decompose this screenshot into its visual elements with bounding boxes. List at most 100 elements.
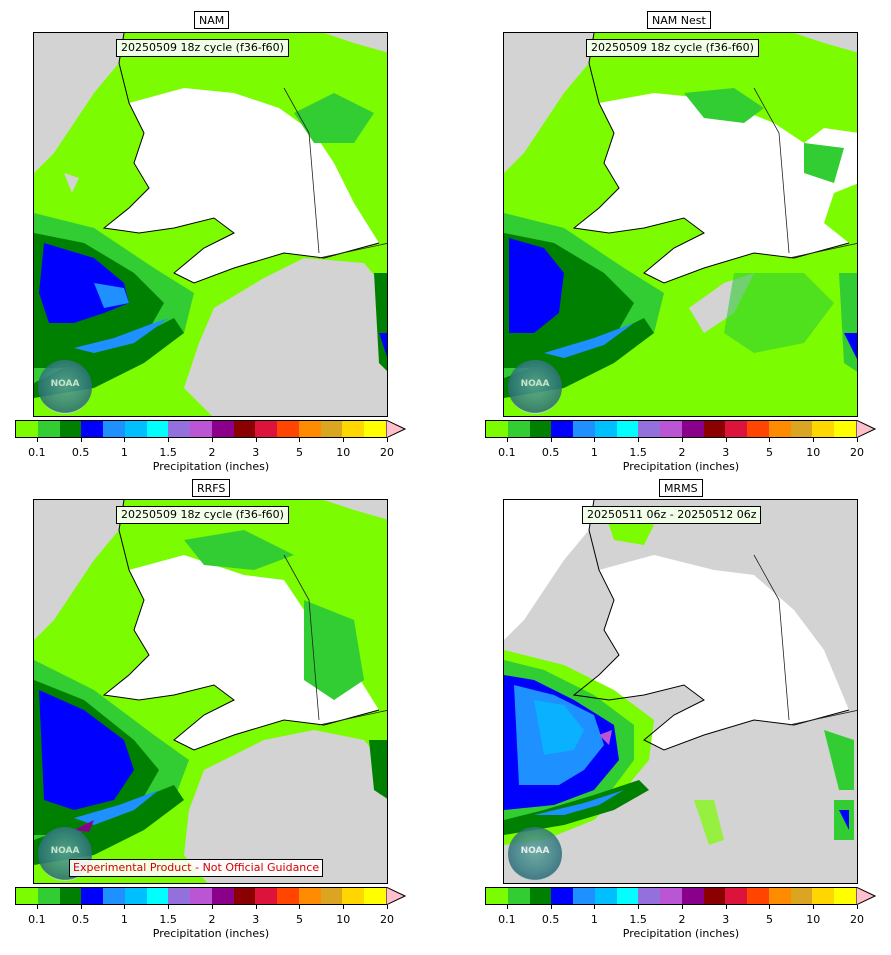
- colorbar-segment: [486, 421, 508, 437]
- precip-map: 20250509 18z cycle (f36-f60) NOAA: [33, 32, 388, 417]
- colorbar-label: Precipitation (inches): [622, 927, 740, 940]
- colorbar-tick: [638, 905, 640, 909]
- panel-title: NAM Nest: [647, 11, 711, 29]
- colorbar-bar: [485, 887, 857, 905]
- colorbar-segment: [660, 888, 682, 904]
- precip-map: 20250509 18z cycle (f36-f60) NOAA Experi…: [33, 499, 388, 884]
- colorbar-segment: [81, 421, 104, 437]
- colorbar: Precipitation (inches) 0.1 0.5 1 1.5 2 3 5 10 20: [15, 887, 407, 940]
- colorbar-tick-label: 1: [590, 446, 598, 459]
- colorbar-segment: [725, 421, 748, 437]
- colorbar-tick-label: 20: [380, 913, 394, 926]
- colorbar-tick: [769, 905, 771, 909]
- colorbar-tick-label: 10: [336, 446, 351, 459]
- colorbar-bar: [15, 887, 387, 905]
- colorbar-tick: [299, 905, 301, 909]
- colorbar-segment: [616, 421, 639, 437]
- colorbar-segment: [812, 421, 835, 437]
- colorbar-tick-label: 0.1: [28, 913, 46, 926]
- colorbar-segment: [146, 421, 169, 437]
- colorbar-tick-label: 2: [678, 446, 686, 459]
- colorbar-tick-label: 10: [806, 913, 821, 926]
- colorbar: Precipitation (inches) 0.1 0.5 1 1.5 2 3 5 10 20: [485, 420, 877, 473]
- colorbar-tick: [681, 905, 683, 909]
- colorbar-segment: [16, 888, 38, 904]
- colorbar-segment: [364, 888, 387, 904]
- colorbar-segment: [103, 421, 125, 437]
- colorbar-segment: [298, 888, 321, 904]
- colorbar-segment: [834, 421, 857, 437]
- colorbar-tick: [299, 438, 301, 442]
- map-graphic: [34, 500, 387, 883]
- colorbar-tick-label: 0.5: [71, 913, 90, 926]
- colorbar-segment: [790, 421, 813, 437]
- colorbar-bar: [15, 420, 387, 438]
- colorbar-tick: [124, 438, 126, 442]
- noaa-logo: NOAA: [38, 360, 92, 414]
- colorbar-tick-label: 1: [120, 913, 128, 926]
- colorbar-segment: [768, 888, 791, 904]
- colorbar-segment: [233, 888, 256, 904]
- colorbar-tick: [80, 438, 82, 442]
- colorbar-tick-label: 10: [336, 913, 351, 926]
- colorbar-tick-label: 0.5: [541, 913, 560, 926]
- colorbar-segment: [342, 421, 365, 437]
- colorbar-segment: [551, 421, 574, 437]
- colorbar-label: Precipitation (inches): [152, 927, 270, 940]
- colorbar-segment: [364, 421, 387, 437]
- colorbar-tick-label: 2: [678, 913, 686, 926]
- colorbar-tick-label: 0.1: [28, 446, 46, 459]
- colorbar-segment: [37, 421, 60, 437]
- colorbar-segment: [190, 888, 212, 904]
- colorbar-segment: [146, 888, 169, 904]
- colorbar-tick: [124, 905, 126, 909]
- colorbar-segment: [551, 888, 574, 904]
- colorbar-tick: [211, 905, 213, 909]
- colorbar-segment: [507, 421, 530, 437]
- colorbar-segment: [124, 421, 147, 437]
- noaa-logo-text: NOAA: [50, 379, 80, 389]
- colorbar-tick: [506, 438, 508, 442]
- colorbar-tick: [255, 438, 257, 442]
- colorbar-segment: [320, 888, 343, 904]
- colorbar-tick-label: 1.5: [159, 446, 177, 459]
- colorbar-segment: [747, 421, 769, 437]
- experimental-disclaimer: Experimental Product - Not Official Guid…: [69, 859, 324, 877]
- colorbar-segment: [660, 421, 682, 437]
- colorbar-overflow-arrow: [856, 420, 876, 438]
- colorbar-tick-label: 5: [295, 913, 303, 926]
- colorbar-segment: [168, 421, 191, 437]
- colorbar-overflow-arrow: [386, 887, 406, 905]
- colorbar-segment: [616, 888, 639, 904]
- cycle-label: 20250511 06z - 20250512 06z: [582, 506, 762, 524]
- cycle-label: 20250509 18z cycle (f36-f60): [116, 39, 289, 57]
- noaa-logo: NOAA: [508, 827, 562, 881]
- colorbar-segment: [638, 421, 661, 437]
- colorbar-tick: [255, 905, 257, 909]
- colorbar-tick-label: 0.5: [541, 446, 560, 459]
- colorbar-tick: [343, 905, 345, 909]
- colorbar-tick: [725, 438, 727, 442]
- colorbar-tick: [769, 438, 771, 442]
- colorbar-tick: [681, 438, 683, 442]
- noaa-logo-text: NOAA: [50, 846, 80, 856]
- colorbar-segment: [298, 421, 321, 437]
- colorbar-tick: [813, 438, 815, 442]
- colorbar-segment: [255, 421, 278, 437]
- noaa-logo-text: NOAA: [520, 379, 550, 389]
- colorbar-segment: [594, 888, 617, 904]
- colorbar-tick: [387, 905, 388, 909]
- panel-title: NAM: [194, 11, 230, 29]
- map-graphic: [504, 500, 857, 883]
- colorbar-tick-label: 3: [252, 446, 260, 459]
- colorbar-tick: [813, 905, 815, 909]
- precip-map: 20250511 06z - 20250512 06z NOAA: [503, 499, 858, 884]
- colorbar-segment: [342, 888, 365, 904]
- colorbar-tick: [725, 905, 727, 909]
- colorbar-segment: [16, 421, 38, 437]
- colorbar-tick: [36, 438, 38, 442]
- colorbar-tick-label: 20: [380, 446, 394, 459]
- colorbar-tick: [80, 905, 82, 909]
- colorbar-tick: [594, 905, 596, 909]
- colorbar-segment: [594, 421, 617, 437]
